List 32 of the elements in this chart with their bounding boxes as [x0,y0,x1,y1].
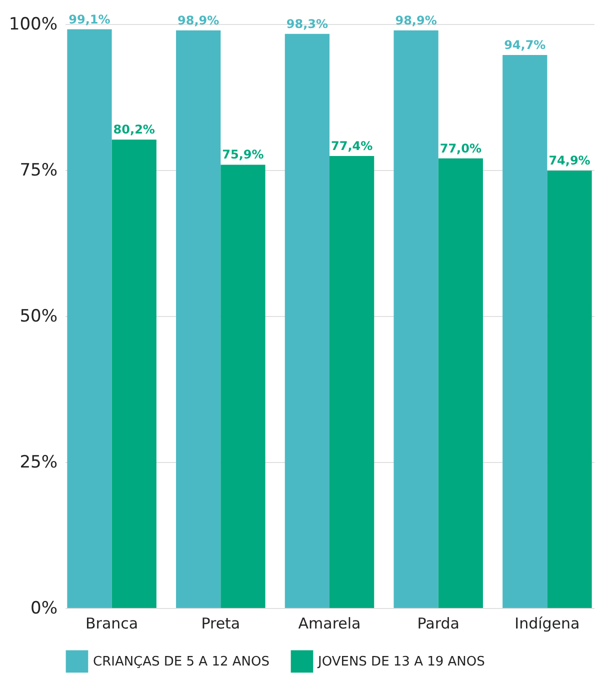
x-tick-label: Preta [201,614,240,632]
data-label: 74,9% [548,154,590,168]
legend-label: CRIANÇAS DE 5 A 12 ANOS [93,654,270,670]
y-tick-label: 50% [20,306,58,326]
data-label: 98,3% [286,16,328,31]
x-tick-label: Parda [417,614,460,632]
bar [438,158,483,608]
data-label: 94,7% [504,38,546,52]
data-label: 98,9% [395,13,437,28]
x-tick-label: Indígena [514,614,580,632]
bar [330,156,374,608]
data-label: 75,9% [222,148,264,162]
data-label: 77,0% [440,141,482,156]
bar [220,164,266,608]
data-label: 80,2% [113,122,155,137]
y-tick-label: 75% [20,160,58,180]
y-tick-label: 0% [30,598,58,618]
bar [284,34,330,608]
legend-label: JOVENS DE 13 A 19 ANOS [317,654,485,670]
data-label: 98,9% [178,13,220,28]
bar [394,30,438,608]
x-tick-label: Amarela [298,614,361,632]
data-label: 77,4% [330,138,373,153]
x-tick-label: Branca [86,614,138,632]
bar [547,170,592,608]
y-tick-label: 100% [8,14,58,34]
bar [176,30,221,608]
bar [67,29,112,608]
y-tick-label: 25% [20,452,58,472]
bar [502,54,548,608]
data-label: 99,1% [68,12,110,26]
bar [112,140,156,608]
